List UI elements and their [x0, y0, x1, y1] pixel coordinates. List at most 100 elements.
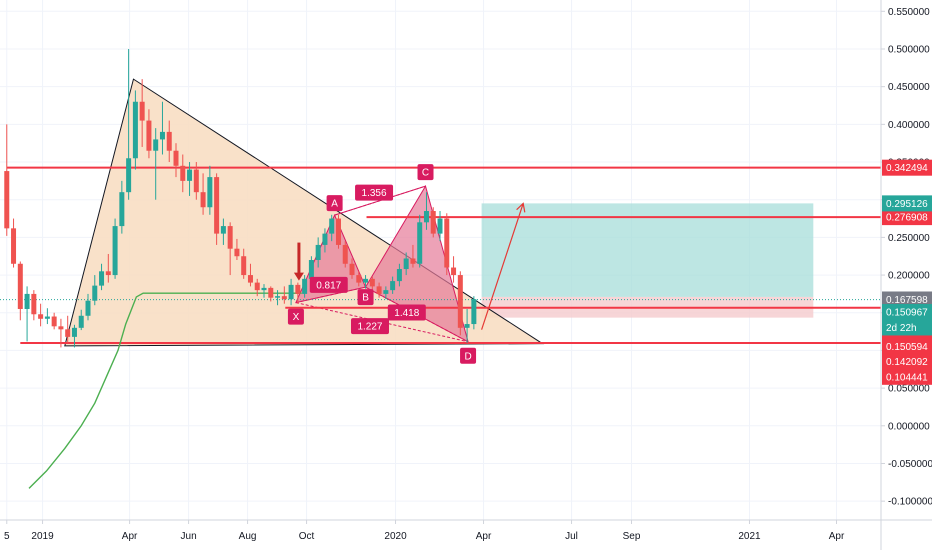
candle-body	[464, 324, 470, 328]
candle	[105, 253, 111, 283]
candle-body	[268, 287, 274, 298]
time-tick-label: Oct	[299, 531, 315, 542]
point-label-box	[417, 164, 434, 181]
candle	[71, 324, 77, 348]
candle	[369, 276, 375, 291]
candle-body	[193, 169, 199, 193]
price-tag-text: 0.150967	[886, 308, 928, 319]
candle-body	[356, 275, 362, 283]
candle	[220, 218, 226, 245]
candle-body	[51, 316, 57, 327]
candle-body	[423, 211, 429, 223]
candle	[363, 275, 369, 289]
candle	[85, 293, 91, 321]
candle-body	[315, 244, 321, 260]
candle-body	[302, 278, 308, 294]
candle	[403, 252, 409, 276]
candle-body	[254, 282, 260, 291]
candle-body	[200, 192, 206, 208]
candle	[471, 296, 477, 330]
candle	[376, 282, 382, 298]
time-tick-label: Apr	[829, 531, 845, 542]
price-tag-text: 2d 22h	[886, 323, 917, 334]
candle	[119, 180, 125, 234]
ratio-label-text: 1.227	[357, 322, 382, 333]
price-tick-label: 0.400000	[888, 120, 930, 131]
candle-body	[275, 296, 281, 298]
candle-body	[417, 222, 423, 264]
point-label-text: B	[362, 293, 369, 304]
time-tick-label: Jul	[565, 531, 578, 542]
level-price-tag-text: 0.276908	[886, 213, 928, 224]
candle	[112, 218, 118, 279]
candle	[383, 286, 389, 300]
price-tick-label: -0.050000	[888, 459, 932, 470]
point-label-text: D	[464, 351, 471, 362]
level-price-tag	[882, 209, 932, 226]
candle-body	[322, 233, 328, 245]
price-tag-text: 0.150594	[886, 342, 928, 353]
candle	[315, 237, 321, 268]
candle-body	[444, 218, 450, 268]
price-tag-text: 0.295126	[886, 199, 928, 210]
candle	[417, 214, 423, 268]
horizontal-levels	[0, 166, 881, 345]
candle	[166, 120, 172, 163]
candlesticks	[4, 48, 477, 348]
point-label-text: A	[331, 199, 338, 210]
price-tag-text: 0.167598	[886, 295, 928, 306]
point-label-box	[357, 289, 374, 306]
candle	[58, 318, 64, 348]
candle	[261, 284, 267, 298]
candle	[193, 162, 199, 200]
candle	[390, 276, 396, 294]
candle	[410, 244, 416, 268]
ratio-label-text: 1.418	[394, 308, 419, 319]
point-label-box	[287, 308, 304, 325]
candle-body	[31, 293, 37, 315]
candle-body	[105, 271, 111, 276]
candle	[335, 214, 341, 249]
candle	[126, 48, 132, 200]
candle-body	[457, 275, 463, 328]
price-tag	[882, 319, 932, 336]
candle-body	[451, 267, 457, 276]
candle-body	[281, 296, 287, 300]
candle	[132, 90, 138, 170]
candle-body	[180, 165, 186, 181]
indicator-polyline	[28, 292, 302, 489]
candle-body	[146, 120, 152, 151]
candle-body	[119, 192, 125, 227]
price-tick-label: 0.050000	[888, 384, 930, 395]
price-tag	[882, 368, 932, 385]
candle	[451, 256, 457, 283]
candle-body	[390, 281, 396, 291]
candle-body	[139, 101, 145, 121]
candle	[214, 173, 220, 245]
pattern-labels: X A B C D 0.817 1.227 1.356 1.418	[287, 164, 526, 364]
candle-body	[207, 177, 213, 208]
candle-body	[471, 299, 477, 325]
candle-body	[58, 326, 64, 330]
price-tag-text: 0.142092	[886, 357, 928, 368]
ratio-label-box	[387, 304, 426, 321]
candle-body	[261, 287, 267, 291]
candle-body	[234, 248, 240, 257]
ratio-label-text: 0.817	[316, 280, 341, 291]
candle-body	[369, 278, 375, 287]
price-tick-label: -0.100000	[888, 497, 932, 508]
price-tick-label: 0.250000	[888, 233, 930, 244]
candle-body	[437, 218, 443, 234]
time-tick-label: Aug	[239, 531, 257, 542]
candle-body	[410, 258, 416, 264]
candle	[423, 192, 429, 230]
candle	[254, 278, 260, 297]
candle-body	[363, 278, 369, 283]
candle	[356, 271, 362, 287]
candle	[329, 214, 335, 242]
candle	[159, 101, 165, 155]
candle	[153, 128, 159, 200]
